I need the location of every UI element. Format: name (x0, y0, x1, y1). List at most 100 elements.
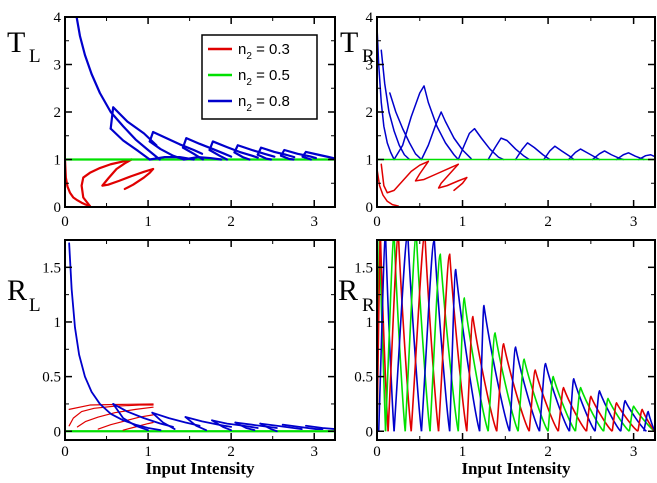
reflection-lobe (508, 346, 541, 432)
series-line (65, 158, 92, 207)
series-line (393, 85, 460, 161)
x-tick-label: 0 (61, 214, 69, 230)
reflection-lobe (568, 377, 596, 432)
series-line (68, 404, 154, 427)
legend-label: n2 = 0.5 (238, 67, 290, 88)
y-tick-label: 3 (54, 58, 62, 74)
x-tick-label: 0 (373, 444, 381, 460)
y-tick-label: 1 (54, 153, 62, 169)
y-tick-label: 4 (366, 10, 374, 26)
panel-label: R (338, 274, 358, 307)
reflection-lobe (437, 253, 468, 432)
x-tick-label: 3 (310, 444, 318, 460)
series-line (75, 17, 161, 161)
y-tick-label: 1 (366, 153, 374, 169)
series-line (567, 148, 601, 161)
panel-label-subscript: L (29, 295, 41, 316)
panel-label-subscript: L (29, 46, 41, 67)
series-line (181, 137, 233, 158)
reflection-lobe (619, 399, 647, 432)
legend-label-value: = 0.8 (252, 93, 290, 110)
reflection-lobe (429, 253, 460, 432)
panel-label: R (7, 274, 27, 307)
reflection-lobe (637, 408, 655, 432)
panel-label-subscript: R (362, 295, 375, 316)
plot-area (65, 17, 335, 207)
reflection-lobe (384, 240, 407, 432)
panel-label: T (7, 26, 25, 59)
x-axis-label: Input Intensity (461, 459, 571, 478)
series-line (151, 411, 201, 427)
plot-frame (376, 16, 656, 208)
series-line (453, 176, 468, 192)
series-line (301, 150, 335, 160)
x-tick-label: 0 (61, 444, 69, 460)
series-line (233, 144, 276, 158)
x-tick-label: 1 (144, 214, 152, 230)
series-line (279, 154, 295, 161)
x-tick-label: 2 (544, 444, 552, 460)
reflection-lobe (487, 332, 519, 432)
series-line (182, 156, 223, 161)
x-tick-label: 3 (310, 214, 318, 230)
series-line (380, 49, 411, 161)
series-line (414, 160, 460, 182)
series-line (380, 160, 430, 194)
reflection-lobe (585, 395, 613, 432)
legend-label-value: = 0.5 (252, 67, 290, 84)
series-line (234, 421, 256, 432)
series-line (256, 153, 273, 161)
series-line (148, 140, 185, 161)
reflection-lobe (517, 358, 549, 432)
plot-area (377, 25, 655, 207)
reflection-lobe (457, 297, 489, 432)
reflection-lobe (404, 240, 431, 432)
x-axis-label: Input Intensity (145, 459, 255, 478)
x-tick-label: 2 (544, 214, 552, 230)
reflection-lobe (557, 386, 588, 432)
series-line (80, 158, 133, 207)
series-line (123, 167, 155, 191)
y-tick-label: 0 (54, 200, 62, 216)
series-line (281, 423, 324, 430)
series-line (637, 154, 655, 161)
y-tick-label: 0 (366, 200, 374, 216)
x-tick-label: 1 (144, 444, 152, 460)
y-tick-label: 1 (54, 315, 62, 331)
series-line (181, 146, 205, 161)
series-line (420, 111, 472, 161)
reflection-lobe (602, 397, 630, 432)
series-line (591, 150, 625, 161)
series-line (97, 414, 154, 430)
legend-label: n2 = 0.3 (238, 41, 290, 62)
reflection-lobe (478, 304, 511, 432)
series-line (109, 127, 151, 161)
y-tick-label: 4 (54, 10, 62, 26)
series-line (76, 406, 154, 428)
series-line (109, 106, 158, 147)
y-tick-label: 0.5 (42, 370, 61, 386)
y-tick-label: 2 (54, 105, 62, 121)
reflection-lobe (574, 386, 605, 432)
y-tick-label: 2 (366, 105, 374, 121)
reflection-lobe (538, 362, 571, 432)
legend-label-subscript: 2 (246, 51, 252, 62)
x-tick-label: 3 (630, 444, 638, 460)
plot-area (377, 240, 655, 432)
x-tick-label: 1 (459, 444, 467, 460)
series-line (233, 151, 251, 161)
reflection-lobe (643, 410, 655, 432)
reflection-lobe (495, 343, 530, 432)
legend-label-value: = 0.3 (252, 41, 290, 58)
series-line (256, 146, 296, 159)
series-line (487, 137, 531, 161)
series-line (377, 168, 400, 207)
y-tick-label: 0 (366, 424, 374, 440)
reflection-lobe (611, 402, 639, 432)
reflection-lobe (466, 315, 498, 432)
panel-label-subscript: R (362, 46, 375, 67)
reflection-lobe (393, 240, 423, 432)
series-line (112, 403, 174, 428)
